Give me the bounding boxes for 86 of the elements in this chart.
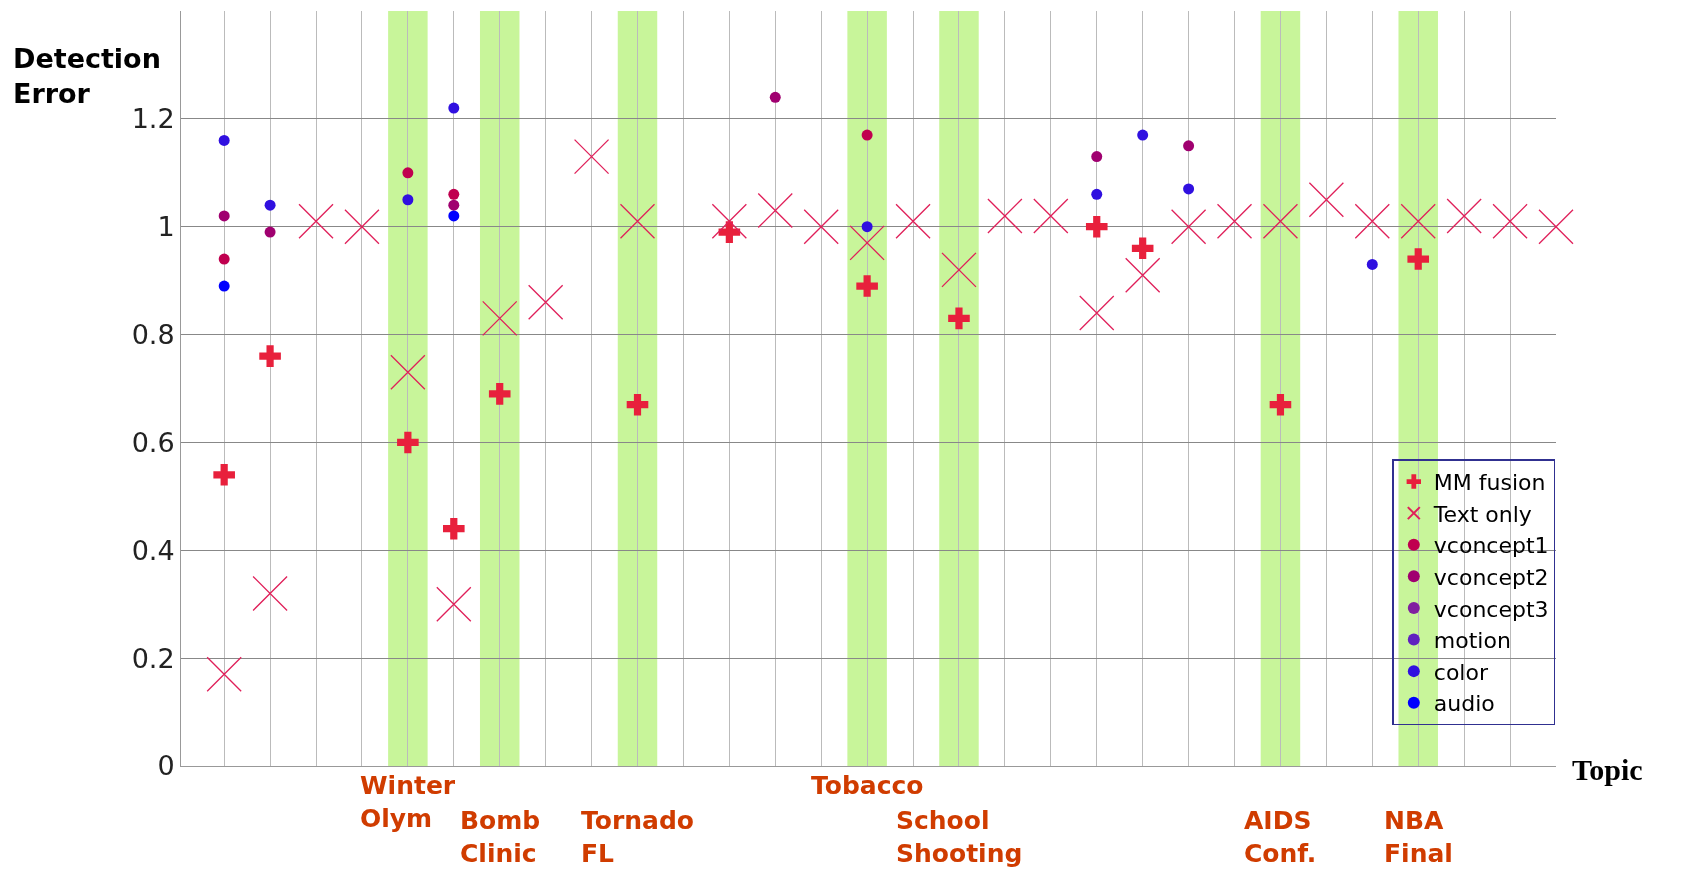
- y-tick-label: 0.6: [131, 426, 175, 458]
- point: [619, 203, 656, 239]
- y-tick-label: 1.2: [131, 103, 175, 135]
- point: [941, 252, 977, 288]
- point: [436, 586, 472, 622]
- point: [718, 221, 741, 243]
- point: [259, 345, 281, 367]
- point: [1183, 183, 1195, 195]
- x-tick-label: Tornado FL: [581, 806, 694, 868]
- x-tick-label: Tobacco: [811, 771, 924, 800]
- point: [397, 431, 419, 454]
- point: [1407, 248, 1430, 270]
- point: [448, 210, 460, 222]
- point: [448, 102, 460, 114]
- point: [1170, 209, 1207, 245]
- legend-label: vconcept3: [1433, 596, 1549, 622]
- point: [626, 393, 649, 416]
- point: [895, 203, 931, 239]
- point: [448, 199, 460, 211]
- point: [1091, 151, 1103, 163]
- point: [1308, 182, 1345, 218]
- point: [1091, 188, 1103, 200]
- legend-label: motion: [1433, 628, 1511, 654]
- legend-label: vconcept1: [1433, 533, 1549, 559]
- point: [264, 199, 276, 211]
- point: [482, 300, 518, 337]
- point: [218, 210, 230, 222]
- point: [856, 275, 878, 297]
- x-tick-label: Bomb Clinic: [460, 806, 541, 868]
- point: [573, 138, 610, 175]
- point: [757, 192, 793, 229]
- point: [1216, 203, 1253, 239]
- point: [987, 198, 1023, 234]
- point: [1085, 215, 1108, 238]
- legend-label: Text only: [1432, 501, 1532, 527]
- point: [218, 134, 230, 146]
- point: [1354, 203, 1390, 239]
- legend-label: MM fusion: [1433, 470, 1546, 496]
- y-tick-label: 0.4: [131, 534, 175, 566]
- legend-label: vconcept2: [1433, 564, 1549, 590]
- point: [213, 463, 235, 486]
- x-tick-label: NBA Final: [1384, 806, 1453, 868]
- point: [264, 226, 276, 238]
- point: [448, 188, 460, 200]
- y-tick-label: 1: [157, 211, 175, 243]
- point: [390, 354, 426, 390]
- point: [1492, 203, 1528, 239]
- point: [1183, 140, 1195, 152]
- point: [488, 383, 511, 405]
- point: [298, 203, 334, 239]
- x-axis-title: Topic: [1572, 753, 1643, 786]
- point: [861, 221, 873, 233]
- point: [1125, 257, 1161, 293]
- point: [402, 194, 414, 206]
- point: [1400, 203, 1436, 239]
- point: [711, 203, 747, 239]
- point: [206, 656, 242, 692]
- point: [769, 91, 781, 103]
- point: [252, 575, 288, 612]
- point: [1131, 237, 1154, 260]
- point: [1262, 203, 1299, 239]
- point: [1079, 295, 1115, 331]
- x-tick-label: AIDS Conf.: [1244, 806, 1317, 868]
- point: [1269, 393, 1292, 416]
- legend-label: color: [1433, 659, 1489, 685]
- y-tick-label: 0: [157, 750, 175, 782]
- x-tick-label: School Shooting: [896, 806, 1023, 868]
- point: [1137, 129, 1149, 141]
- point: [948, 307, 970, 330]
- point: [861, 129, 873, 141]
- y-tick-label: 0.8: [131, 319, 175, 351]
- point: [1033, 198, 1069, 234]
- point: [1366, 258, 1378, 270]
- point: [218, 280, 230, 292]
- legend-label: audio: [1433, 691, 1495, 717]
- point: [344, 209, 380, 245]
- point: [803, 209, 839, 245]
- y-tick-label: 0.2: [131, 642, 175, 674]
- point: [218, 253, 230, 265]
- point: [1446, 198, 1482, 234]
- point: [1538, 209, 1574, 245]
- point: [443, 517, 465, 540]
- point: [528, 284, 564, 320]
- point: [402, 167, 414, 179]
- x-tick-label: Winter Olym: [360, 771, 456, 833]
- point: [849, 225, 885, 261]
